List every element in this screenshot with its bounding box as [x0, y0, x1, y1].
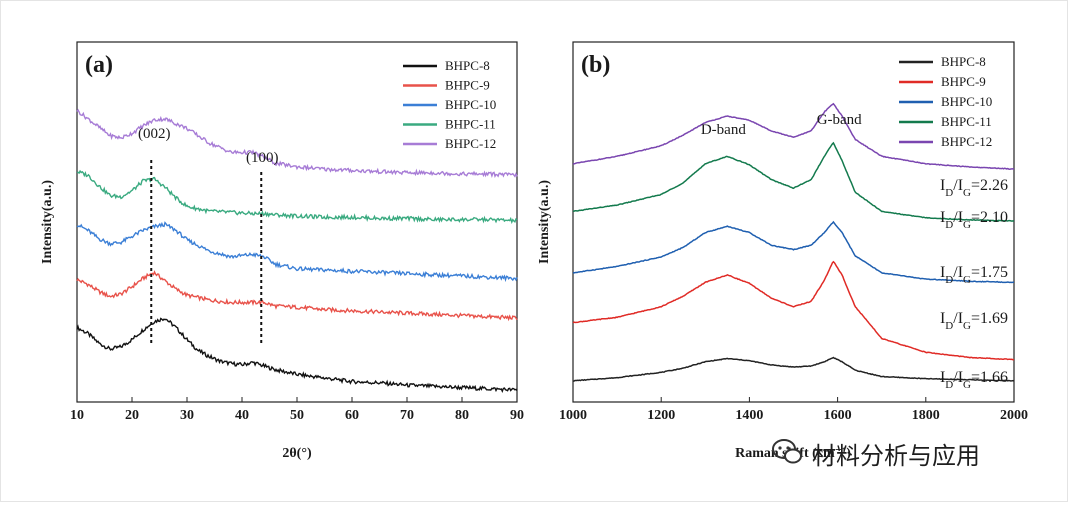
x-tick-label: 1600 — [824, 408, 852, 423]
y-axis-label: Intensity(a.u.) — [40, 180, 55, 264]
series-line-BHPC-8 — [572, 356, 1015, 382]
legend-label: BHPC-8 — [941, 54, 986, 69]
series-line-BHPC-12 — [572, 102, 1015, 170]
intensity-ratio-label: ID/IG=1.69 — [940, 310, 1008, 332]
wechat-icon — [772, 439, 802, 464]
x-tick-label: 30 — [180, 408, 194, 423]
panel-label: (a) — [85, 52, 113, 78]
legend-label: BHPC-10 — [941, 94, 992, 109]
y-axis-label: Intensity(a.u.) — [537, 180, 552, 264]
peak-annotation: (002) — [138, 126, 171, 142]
band-annotation: G-band — [817, 112, 862, 128]
series-line-BHPC-9 — [572, 260, 1015, 361]
legend-label: BHPC-9 — [941, 74, 986, 89]
x-tick-label: 2000 — [1000, 408, 1028, 423]
x-tick-label: 1200 — [647, 408, 675, 423]
x-tick-label: 1400 — [735, 408, 763, 423]
series-line-BHPC-11 — [572, 141, 1015, 222]
legend-label: BHPC-12 — [445, 136, 496, 151]
legend-label: BHPC-9 — [445, 78, 490, 93]
x-tick-label: 80 — [455, 408, 469, 423]
intensity-ratio-label: ID/IG=1.75 — [940, 264, 1008, 286]
legend-label: BHPC-11 — [445, 117, 496, 132]
panel-label: (b) — [581, 52, 610, 78]
x-tick-label: 90 — [510, 408, 524, 423]
intensity-ratio-label: ID/IG=1.66 — [940, 369, 1008, 391]
legend-label: BHPC-8 — [445, 58, 490, 73]
peak-annotation: (100) — [246, 150, 279, 166]
x-tick-label: 70 — [400, 408, 414, 423]
series-line-BHPC-12 — [76, 108, 518, 179]
intensity-ratio-label: ID/IG=2.26 — [940, 177, 1008, 199]
x-tick-label: 1800 — [912, 408, 940, 423]
legend-label: BHPC-10 — [445, 97, 496, 112]
intensity-ratio-label: ID/IG=2.10 — [940, 209, 1008, 231]
x-tick-label: 20 — [125, 408, 139, 423]
plot-frame — [572, 41, 1015, 403]
x-axis-label: 2θ(°) — [282, 446, 312, 461]
x-tick-label: 10 — [70, 408, 84, 423]
series-line-BHPC-11 — [76, 169, 518, 225]
legend-label: BHPC-12 — [941, 134, 992, 149]
series-line-BHPC-10 — [572, 220, 1014, 284]
x-tick-label: 40 — [235, 408, 249, 423]
x-tick-label: 50 — [290, 408, 304, 423]
watermark-text: 材料分析与应用 — [812, 442, 980, 470]
x-tick-label: 60 — [345, 408, 359, 423]
legend-label: BHPC-11 — [941, 114, 992, 129]
band-annotation: D-band — [701, 122, 746, 138]
x-tick-label: 1000 — [559, 408, 587, 423]
panel-a: 10 20 30 40 50 60 70 80 90 2θ(°) Intensity(a.u.) (a… — [40, 41, 524, 461]
